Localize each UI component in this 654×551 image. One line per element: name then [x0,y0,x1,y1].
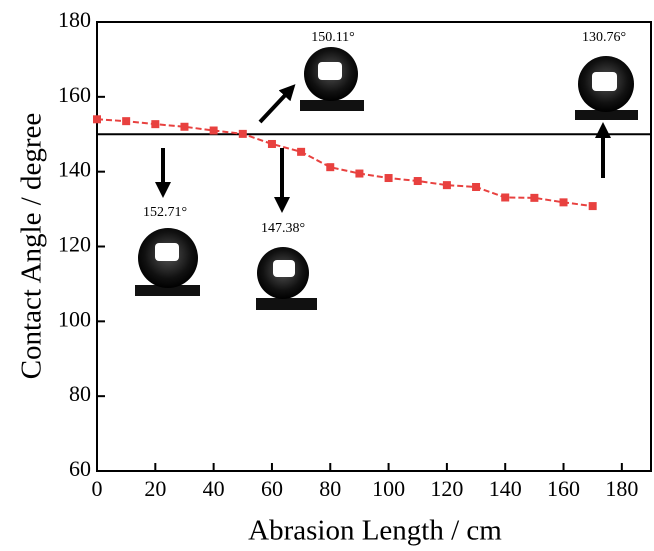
x-tick-label: 20 [144,476,166,501]
y-tick-label: 180 [58,7,91,32]
point [326,163,335,172]
droplet [256,247,317,310]
x-tick-label: 60 [261,476,283,501]
droplet [135,228,200,296]
y-tick-label: 80 [69,381,91,406]
y-tick-label: 100 [58,306,91,331]
y-tick-label: 60 [69,456,91,481]
point [151,120,160,129]
y-tick-label: 160 [58,82,91,107]
x-tick-label: 160 [547,476,580,501]
x-tick-label: 120 [430,476,463,501]
y-tick-label: 120 [58,232,91,257]
x-tick-label: 0 [92,476,103,501]
annotation: 152.71° [143,205,187,220]
point [122,117,131,126]
x-axis-title: Abrasion Length / cm [248,515,502,547]
point [559,198,568,207]
droplet [575,56,638,120]
plot-area: 0 20 40 60 80 100 120 140 160 180 60 80 100 120 140 160… [58,7,652,501]
annotation: 147.38° [261,221,305,236]
point [267,139,276,148]
point [384,174,393,183]
annotation: 150.11° [311,30,355,45]
x-tick-label: 40 [203,476,225,501]
point [180,122,189,131]
point [93,115,101,124]
y-axis-title: Contact Angle / degree [16,113,48,380]
point [530,193,539,202]
x-tick-label: 140 [489,476,522,501]
x-tick-label: 100 [372,476,405,501]
point [588,202,597,211]
point [238,129,247,138]
point [442,181,451,190]
series-line [96,118,593,208]
point [297,147,306,156]
x-tick-label: 80 [319,476,341,501]
point [472,183,481,192]
x-tick-label: 180 [605,476,638,501]
point [209,126,218,135]
droplet [300,47,364,111]
annotation: 130.76° [582,30,626,45]
arrow [258,84,296,124]
point [413,177,422,186]
y-tick-label: 140 [58,157,91,182]
point [501,193,510,202]
point [355,169,364,178]
